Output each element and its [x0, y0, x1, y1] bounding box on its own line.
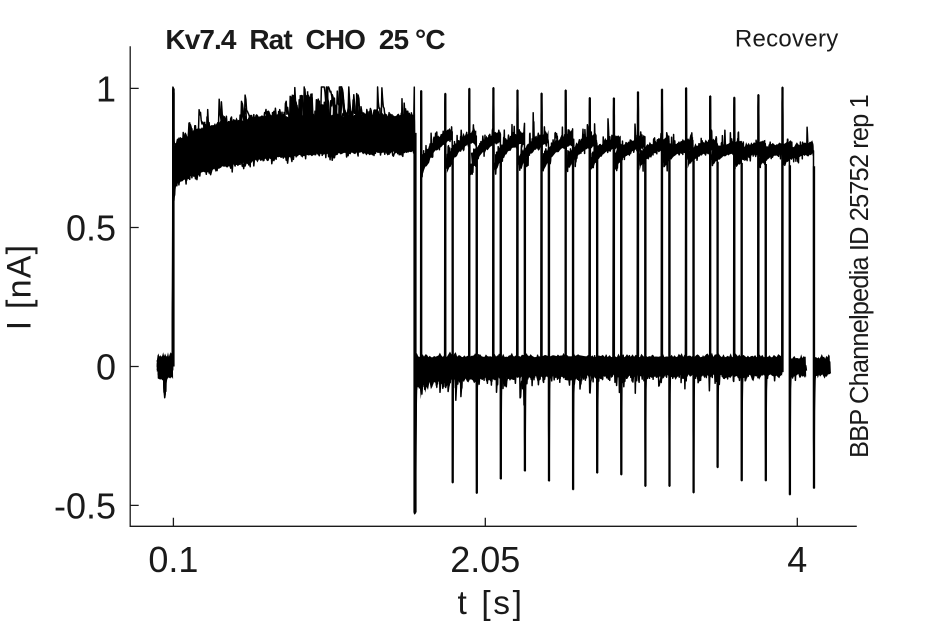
svg-text:t [s]: t [s] — [458, 585, 525, 622]
svg-text:0: 0 — [96, 347, 116, 388]
svg-text:Recovery: Recovery — [735, 25, 839, 52]
svg-text:BBP Channelpedia ID 25752 rep: BBP Channelpedia ID 25752 rep 1 — [846, 95, 874, 458]
svg-text:1: 1 — [96, 69, 116, 110]
svg-text:Kv7.4 Rat CHO 25 °C: Kv7.4 Rat CHO 25 °C — [165, 24, 445, 55]
svg-text:4: 4 — [787, 539, 807, 580]
svg-text:0.5: 0.5 — [66, 208, 116, 249]
svg-text:2.05: 2.05 — [450, 539, 520, 580]
svg-text:0.1: 0.1 — [148, 539, 198, 580]
svg-text:I [nA]: I [nA] — [1, 244, 39, 331]
svg-text:-0.5: -0.5 — [54, 486, 116, 527]
